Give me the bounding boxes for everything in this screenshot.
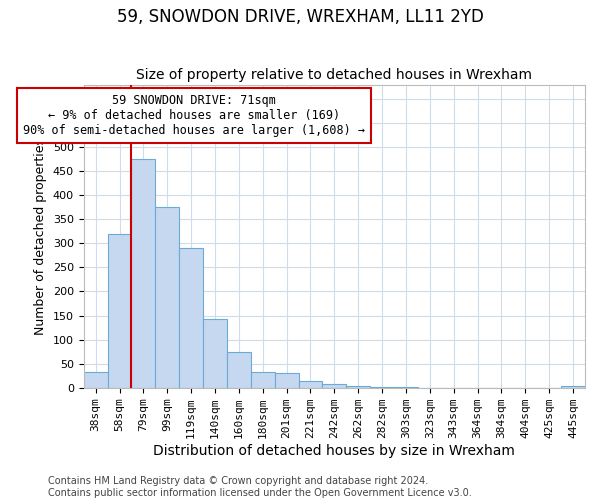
Y-axis label: Number of detached properties: Number of detached properties	[34, 138, 47, 334]
Bar	[322, 384, 346, 388]
Text: 59 SNOWDON DRIVE: 71sqm
← 9% of detached houses are smaller (169)
90% of semi-de: 59 SNOWDON DRIVE: 71sqm ← 9% of detached…	[23, 94, 365, 136]
Title: Size of property relative to detached houses in Wrexham: Size of property relative to detached ho…	[136, 68, 532, 82]
Bar	[251, 372, 275, 388]
Bar	[275, 374, 299, 388]
Bar	[131, 159, 155, 388]
Bar	[107, 234, 131, 388]
Bar	[561, 386, 585, 388]
Bar	[299, 380, 322, 388]
Bar	[179, 248, 203, 388]
Bar	[346, 386, 370, 388]
Bar	[203, 319, 227, 388]
Bar	[227, 352, 251, 388]
X-axis label: Distribution of detached houses by size in Wrexham: Distribution of detached houses by size …	[154, 444, 515, 458]
Text: Contains HM Land Registry data © Crown copyright and database right 2024.
Contai: Contains HM Land Registry data © Crown c…	[48, 476, 472, 498]
Bar	[83, 372, 107, 388]
Bar	[155, 208, 179, 388]
Bar	[370, 387, 394, 388]
Text: 59, SNOWDON DRIVE, WREXHAM, LL11 2YD: 59, SNOWDON DRIVE, WREXHAM, LL11 2YD	[116, 8, 484, 26]
